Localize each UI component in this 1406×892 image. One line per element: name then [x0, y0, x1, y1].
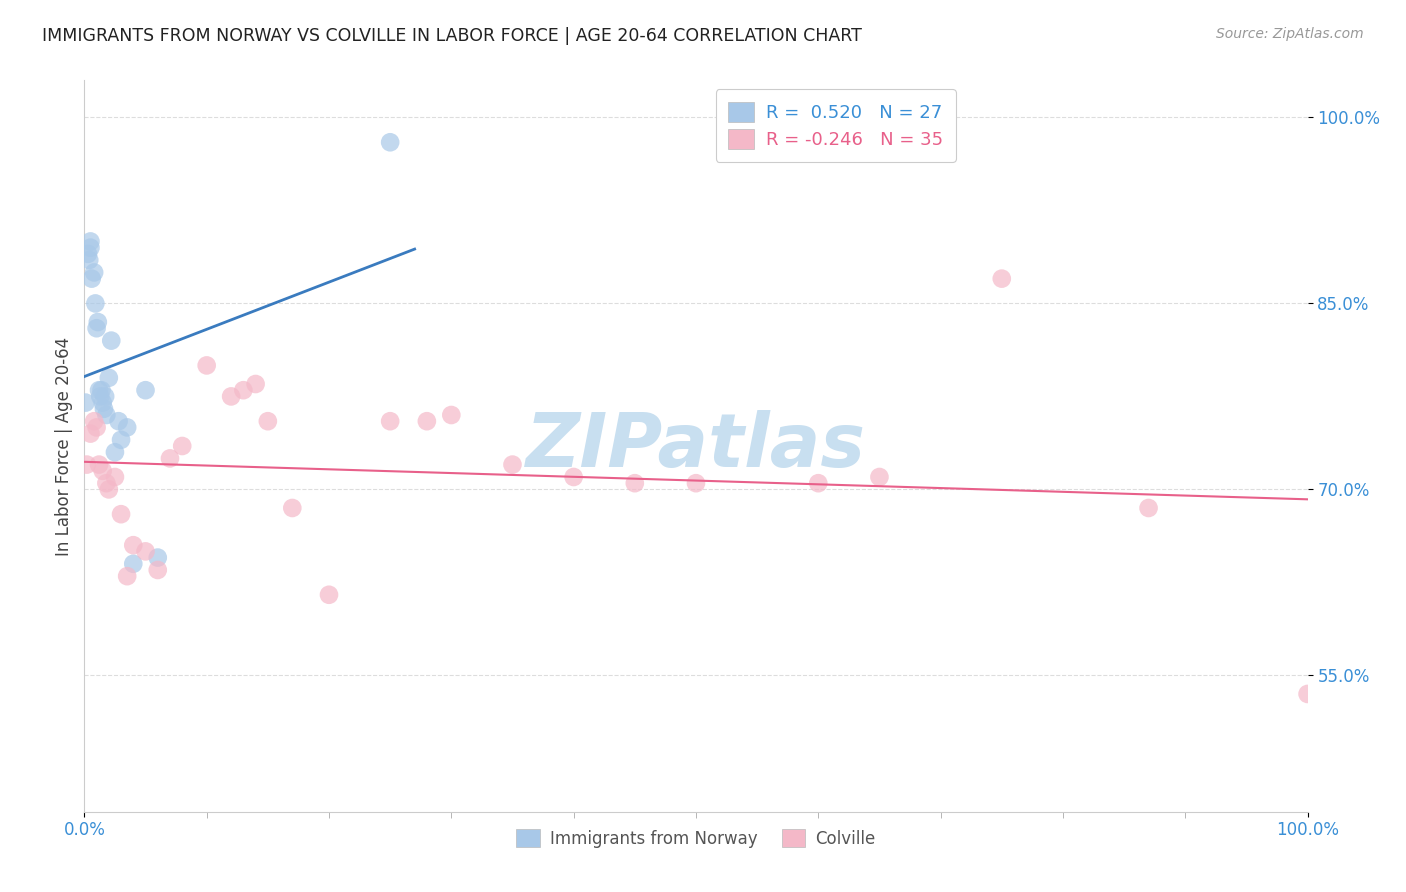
Point — [97, 483, 120, 497]
Point — [416, 414, 439, 428]
Point — [110, 507, 132, 521]
Point — [104, 445, 127, 459]
Point — [1296, 687, 1319, 701]
Text: ZIPatlas: ZIPatlas — [526, 409, 866, 483]
Point — [83, 265, 105, 279]
Point — [122, 557, 145, 571]
Point — [562, 470, 585, 484]
Point — [318, 588, 340, 602]
Point — [219, 389, 242, 403]
Point — [110, 433, 132, 447]
Point — [104, 470, 127, 484]
Point — [257, 414, 280, 428]
Point — [83, 414, 105, 428]
Point — [79, 426, 101, 441]
Point — [77, 253, 100, 268]
Point — [94, 389, 117, 403]
Point — [115, 569, 138, 583]
Point — [1137, 500, 1160, 515]
Point — [624, 476, 647, 491]
Point — [84, 296, 107, 310]
Point — [77, 247, 100, 261]
Point — [380, 135, 402, 149]
Point — [685, 476, 707, 491]
Point — [135, 383, 157, 397]
Point — [991, 271, 1014, 285]
Point — [146, 550, 169, 565]
Point — [107, 414, 129, 428]
Point — [97, 371, 120, 385]
Point — [80, 271, 103, 285]
Point — [281, 500, 304, 515]
Point — [91, 395, 114, 409]
Legend: Immigrants from Norway, Colville: Immigrants from Norway, Colville — [509, 822, 883, 855]
Point — [195, 359, 218, 373]
Point — [172, 439, 194, 453]
Point — [146, 563, 169, 577]
Text: IMMIGRANTS FROM NORWAY VS COLVILLE IN LABOR FORCE | AGE 20-64 CORRELATION CHART: IMMIGRANTS FROM NORWAY VS COLVILLE IN LA… — [42, 27, 862, 45]
Point — [75, 395, 97, 409]
Point — [96, 408, 118, 422]
Point — [89, 389, 111, 403]
Point — [87, 458, 110, 472]
Point — [76, 458, 98, 472]
Point — [159, 451, 181, 466]
Point — [869, 470, 891, 484]
Y-axis label: In Labor Force | Age 20-64: In Labor Force | Age 20-64 — [55, 336, 73, 556]
Point — [86, 321, 108, 335]
Point — [135, 544, 157, 558]
Point — [100, 334, 122, 348]
Point — [380, 414, 402, 428]
Point — [79, 235, 101, 249]
Point — [807, 476, 830, 491]
Text: Source: ZipAtlas.com: Source: ZipAtlas.com — [1216, 27, 1364, 41]
Point — [93, 401, 115, 416]
Point — [115, 420, 138, 434]
Point — [96, 476, 118, 491]
Point — [79, 241, 101, 255]
Point — [87, 383, 110, 397]
Point — [232, 383, 254, 397]
Point — [90, 383, 112, 397]
Point — [87, 315, 110, 329]
Point — [502, 458, 524, 472]
Point — [122, 538, 145, 552]
Point — [91, 464, 114, 478]
Point — [440, 408, 463, 422]
Point — [245, 377, 267, 392]
Point — [86, 420, 108, 434]
